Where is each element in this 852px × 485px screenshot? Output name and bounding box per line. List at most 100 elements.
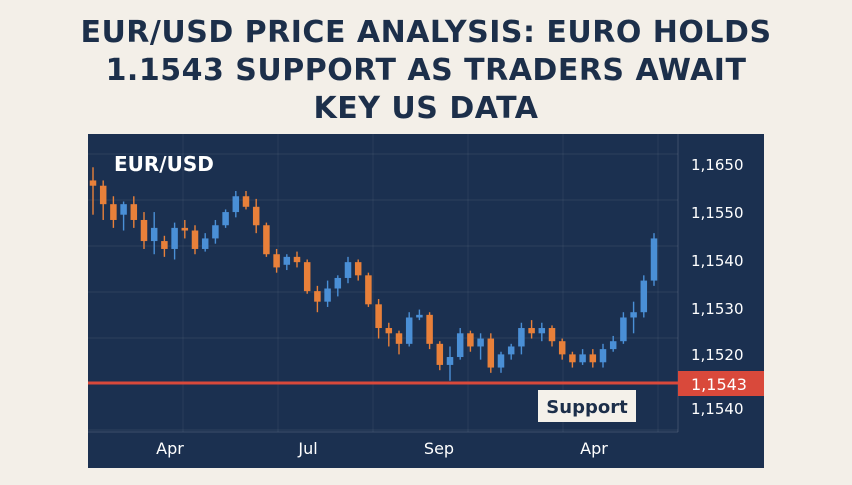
candle-body-bullish <box>518 328 525 347</box>
candle-body-bearish <box>375 304 382 329</box>
candle <box>110 196 117 228</box>
candle <box>263 222 270 257</box>
candle-body-bullish <box>620 317 627 342</box>
candle-body-bearish <box>426 314 433 344</box>
candle <box>487 333 495 373</box>
candle <box>354 259 362 281</box>
candle-body-bearish <box>467 333 474 347</box>
candle-body-bearish <box>314 291 321 302</box>
candle-body-bullish <box>212 225 219 239</box>
candle-body-bullish <box>405 317 413 344</box>
candle <box>548 325 556 347</box>
y-tick-label: 1,1530 <box>691 300 744 318</box>
candle <box>150 212 158 255</box>
candle-body-bearish <box>273 254 280 268</box>
x-tick-label: Sep <box>424 439 454 458</box>
candle-body-bullish <box>477 338 484 347</box>
candle-body-bearish <box>528 328 535 334</box>
chart-panel: EUR/USD 1,1543 Support 1,1650 1,1550 1,1… <box>88 134 764 468</box>
candle <box>324 280 331 307</box>
candle <box>242 190 250 210</box>
candle <box>375 299 382 339</box>
y-tick-label: 1,1540 <box>691 400 744 418</box>
candle-body-bearish <box>548 328 556 342</box>
candle-body-bullish <box>171 227 178 249</box>
candle <box>579 349 586 365</box>
candle-body-bullish <box>222 212 229 226</box>
candle-body-bullish <box>650 238 658 281</box>
candle-body-bearish <box>589 354 597 363</box>
support-annotation: Support <box>546 397 628 418</box>
candle-body-bearish <box>252 206 260 226</box>
candle <box>446 346 454 381</box>
candle-body-bullish <box>507 346 515 355</box>
candle <box>497 351 505 373</box>
candle <box>140 212 148 249</box>
candle-body-bearish <box>293 256 301 263</box>
candle <box>538 322 546 342</box>
candle <box>426 312 433 350</box>
candle <box>273 248 280 273</box>
candle-body-bearish <box>161 241 168 249</box>
candle <box>334 275 342 297</box>
y-tick-label: 1,1550 <box>691 204 744 222</box>
candle-body-bullish <box>283 256 291 265</box>
candle <box>518 322 525 355</box>
candle-body-bullish <box>324 288 331 302</box>
candle <box>507 343 515 360</box>
candle <box>630 301 637 334</box>
candles <box>89 167 658 381</box>
x-axis: Apr Jul Sep Apr <box>156 439 608 458</box>
candle-body-bullish <box>201 238 209 249</box>
candle-body-bullish <box>456 333 464 358</box>
candle-body-bearish <box>558 341 566 355</box>
candle-body-bullish <box>120 204 127 215</box>
candle-body-bearish <box>242 196 250 207</box>
headline-line-2: 1.1543 SUPPORT AS TRADERS AWAIT <box>105 53 747 88</box>
candle <box>130 196 138 228</box>
candle <box>640 275 648 318</box>
candle-body-bearish <box>130 204 138 220</box>
candle <box>191 225 199 255</box>
candle-body-bearish <box>140 219 148 242</box>
candle-body-bearish <box>89 180 97 186</box>
candle <box>456 328 464 360</box>
y-tick-label: 1,1650 <box>691 156 744 174</box>
candle <box>528 320 535 339</box>
x-tick-label: Apr <box>156 439 184 458</box>
candle <box>477 333 484 360</box>
x-tick-label: Apr <box>580 439 608 458</box>
y-axis: 1,1650 1,1550 1,1540 1,1530 1,1520 1,154… <box>691 156 744 418</box>
candle <box>89 167 97 215</box>
candle <box>222 209 229 228</box>
candle-body-bearish <box>365 275 372 305</box>
candle <box>395 330 403 355</box>
candle <box>171 222 178 260</box>
candle <box>609 335 617 352</box>
candle-body-bullish <box>630 312 637 318</box>
candle-body-bullish <box>344 262 352 278</box>
candle <box>589 349 597 368</box>
candle <box>558 338 566 360</box>
candle-body-bullish <box>446 357 454 365</box>
grid <box>88 134 679 433</box>
candle <box>436 341 444 371</box>
headline-line-1: EUR/USD PRICE ANALYSIS: EURO HOLDS <box>80 15 772 50</box>
candle-body-bearish <box>181 227 189 231</box>
candle-body-bearish <box>191 230 199 249</box>
candle-body-bearish <box>385 328 393 334</box>
candle <box>365 272 372 307</box>
candlestick-chart: EUR/USD 1,1543 Support 1,1650 1,1550 1,1… <box>88 134 764 458</box>
support-price-tag <box>678 371 764 396</box>
headline-line-3: KEY US DATA <box>313 91 539 126</box>
candle-body-bullish <box>640 280 648 313</box>
candle <box>252 198 260 234</box>
candle <box>599 343 607 368</box>
candle <box>293 251 301 268</box>
candle <box>232 190 240 218</box>
candle-body-bullish <box>497 354 505 368</box>
candle-body-bearish <box>487 338 495 368</box>
candle-body-bullish <box>232 196 240 213</box>
candle <box>99 180 107 220</box>
candle-body-bearish <box>436 343 444 365</box>
